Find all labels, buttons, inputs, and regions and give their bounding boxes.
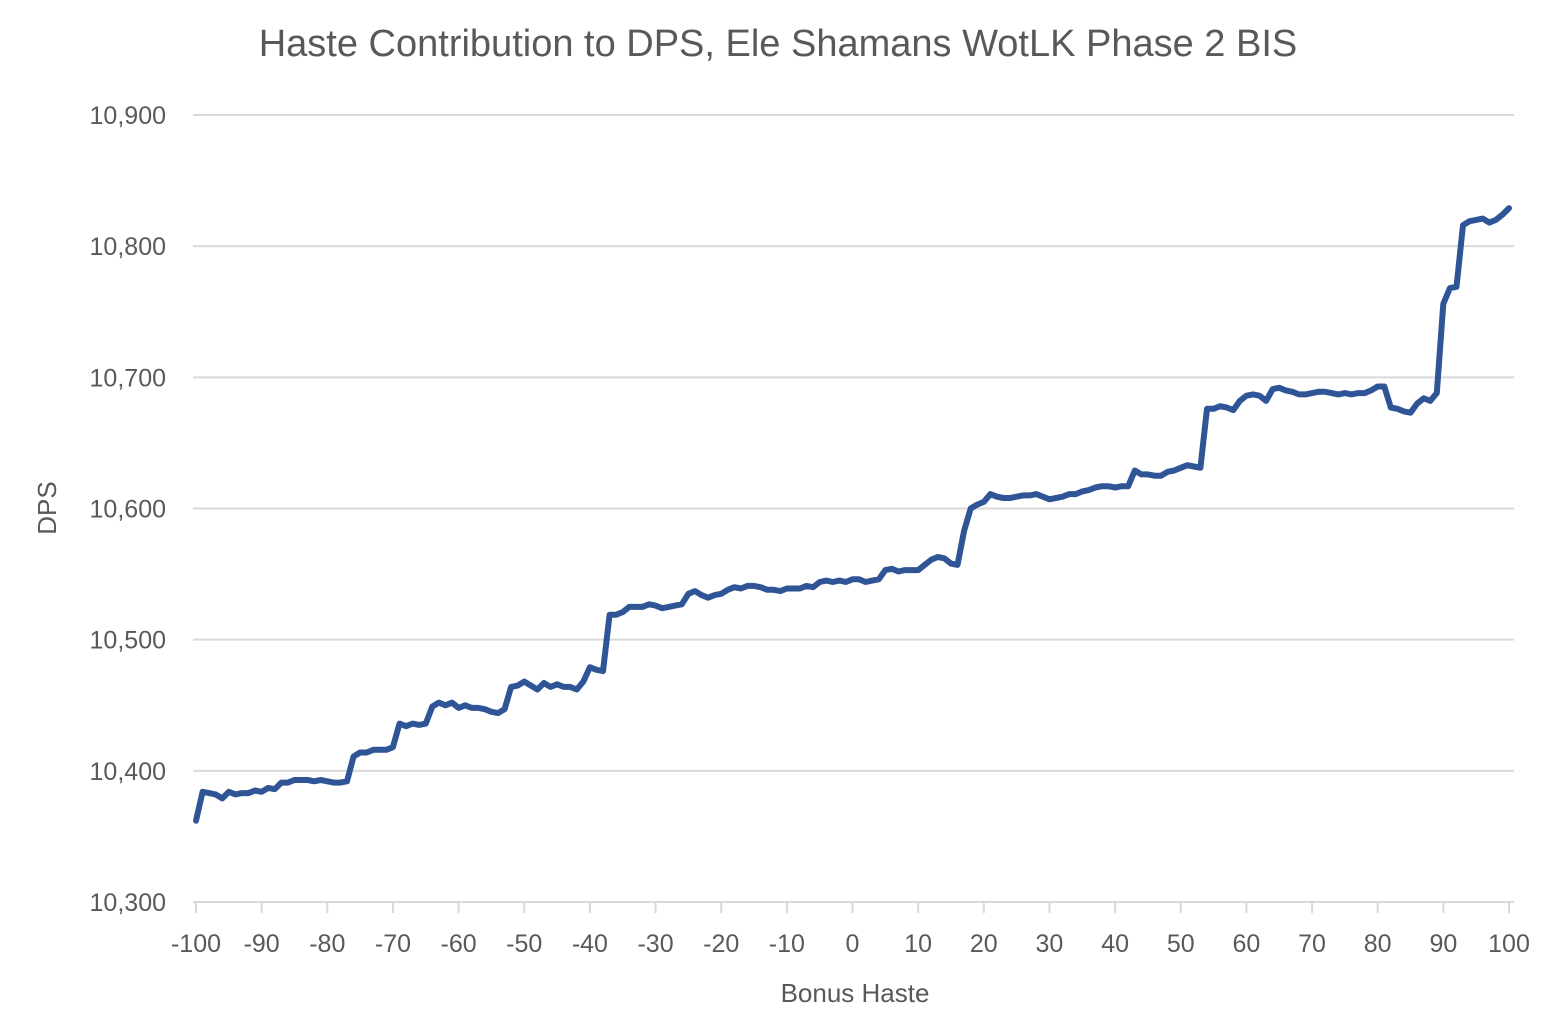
x-tick-label: -70 [375,930,411,958]
x-tick-label: 20 [970,930,998,958]
x-tick-label: -100 [171,930,221,958]
y-tick-label: 10,500 [90,627,166,655]
x-tick-label: 80 [1364,930,1392,958]
x-tick-label: -10 [769,930,805,958]
chart-title: Haste Contribution to DPS, Ele Shamans W… [259,23,1298,65]
x-tick-label: 10 [904,930,932,958]
y-tick-label: 10,400 [90,758,166,786]
y-tick-label: 10,700 [90,364,166,392]
x-tick-label: -40 [572,930,608,958]
series-layer [193,205,1512,824]
x-tick-label: -50 [506,930,542,958]
x-tick-label: 50 [1167,930,1195,958]
x-axis-title: Bonus Haste [781,978,930,1008]
x-tick-label: -30 [637,930,673,958]
y-tick-label: 10,800 [90,233,166,261]
y-axis-ticks: 10,300 10,400 10,500 10,600 10,700 10,800 10,9… [90,102,166,917]
x-tick-label: 100 [1488,930,1530,958]
series-line-dps [193,205,1512,824]
y-tick-label: 10,600 [90,496,166,524]
x-tick-label: -90 [244,930,280,958]
x-tick-label: 40 [1101,930,1129,958]
x-tick-label: -80 [309,930,345,958]
x-tick-label: 90 [1429,930,1457,958]
x-tick-label: -20 [703,930,739,958]
y-axis-title: DPS [32,481,62,534]
x-axis-ticks: -100 -90 -80 -70 -60 -50 -40 -30 -20 -10 0 10 20 30 40… [171,902,1530,958]
x-tick-label: 30 [1036,930,1064,958]
y-tick-label: 10,300 [90,889,166,917]
x-tick-label: 0 [846,930,860,958]
x-tick-label: 60 [1232,930,1260,958]
y-tick-label: 10,900 [90,102,166,130]
gridlines [193,114,1514,772]
x-tick-label: 70 [1298,930,1326,958]
x-tick-label: -60 [441,930,477,958]
